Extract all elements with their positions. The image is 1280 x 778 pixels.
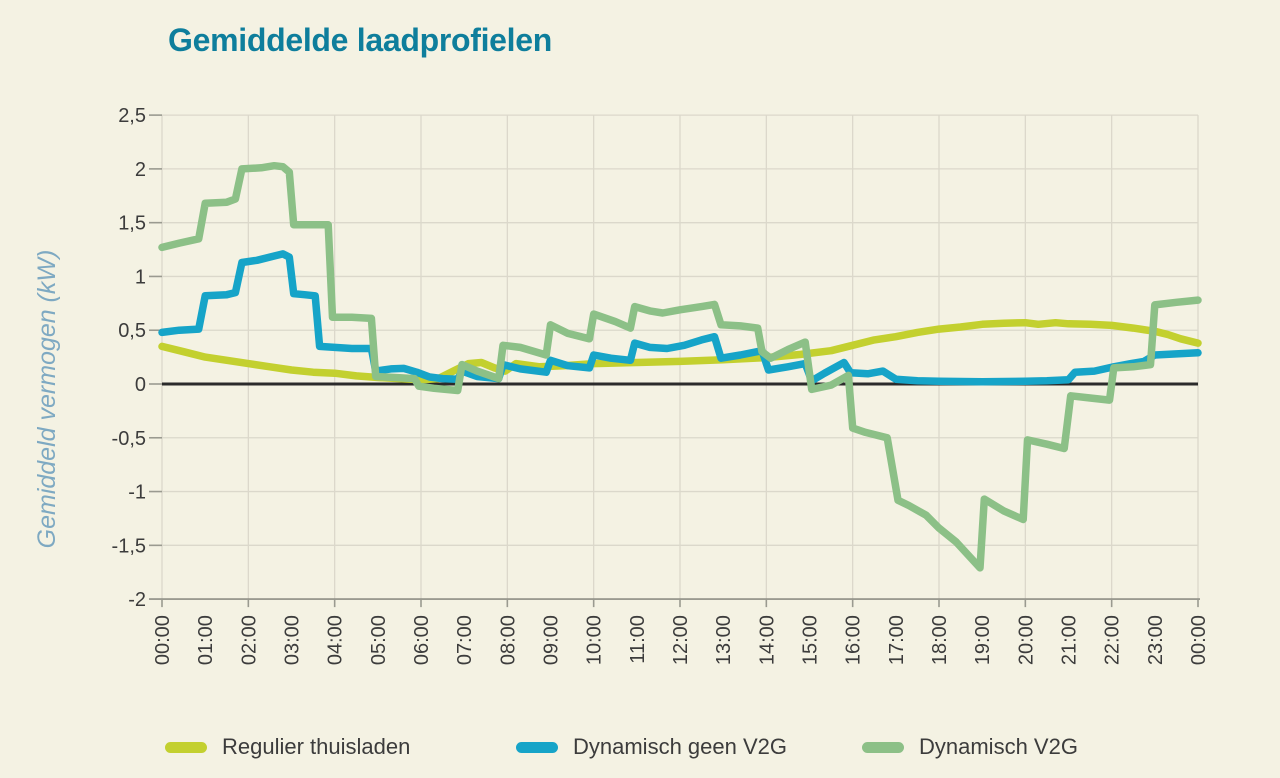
y-tick-label: 0 — [135, 374, 146, 396]
y-tick-label: 2 — [135, 159, 146, 181]
series-line-dynamisch-geen-v2g — [158, 250, 1202, 386]
y-tick-label: 1 — [135, 266, 146, 288]
x-tick-label: 14:00 — [756, 615, 778, 665]
x-tick-label: 20:00 — [1015, 615, 1037, 665]
x-tick-label: 15:00 — [800, 615, 822, 665]
y-tick-label: -0,5 — [112, 428, 146, 450]
x-tick-label: 19:00 — [972, 615, 994, 665]
y-tick-label: -1,5 — [112, 535, 146, 557]
x-tick-label: 17:00 — [886, 615, 908, 665]
x-tick-label: 07:00 — [454, 615, 476, 665]
x-tick-label: 08:00 — [497, 615, 519, 665]
x-tick-label: 21:00 — [1059, 615, 1081, 665]
x-tick-label: 00:00 — [1188, 615, 1210, 665]
x-tick-label: 04:00 — [325, 615, 347, 665]
series-line-dynamisch-v2g — [158, 161, 1202, 572]
x-tick-label: 23:00 — [1145, 615, 1167, 665]
y-tick-label: 0,5 — [118, 320, 146, 342]
y-tick-label: 1,5 — [118, 213, 146, 235]
y-tick-label: -2 — [128, 589, 146, 611]
x-tick-label: 03:00 — [282, 615, 304, 665]
x-tick-label: 05:00 — [368, 615, 390, 665]
x-tick-label: 00:00 — [152, 615, 174, 665]
x-tick-label: 10:00 — [584, 615, 606, 665]
x-tick-label: 06:00 — [411, 615, 433, 665]
x-tick-label: 16:00 — [843, 615, 865, 665]
y-tick-label: -1 — [128, 482, 146, 504]
x-tick-label: 22:00 — [1102, 615, 1124, 665]
x-tick-label: 18:00 — [929, 615, 951, 665]
x-tick-label: 13:00 — [713, 615, 735, 665]
x-tick-label: 12:00 — [670, 615, 692, 665]
x-tick-label: 11:00 — [627, 615, 649, 664]
x-tick-label: 02:00 — [238, 615, 260, 665]
y-tick-label: 2,5 — [118, 105, 146, 127]
series-line-regulier-thuisladen — [158, 318, 1202, 384]
x-tick-label: 01:00 — [195, 615, 217, 665]
x-tick-label: 09:00 — [541, 615, 563, 665]
chart-title: Gemiddelde laadprofielen — [168, 22, 553, 58]
